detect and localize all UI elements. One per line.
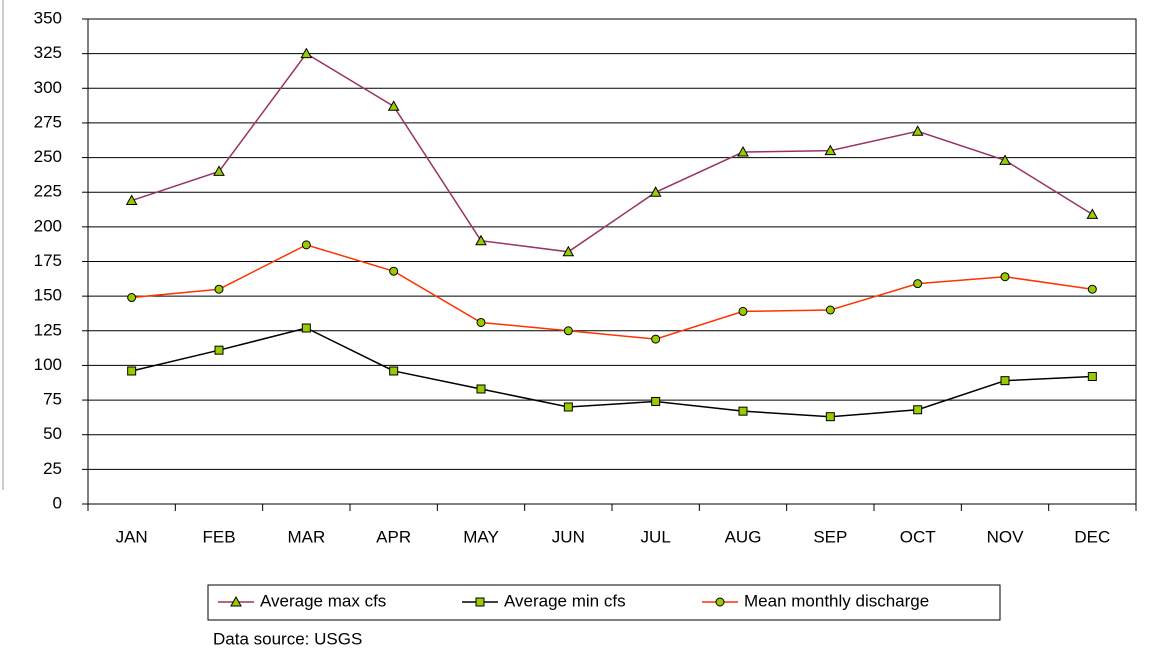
y-tick-label: 175 (34, 251, 62, 270)
marker (563, 326, 573, 336)
marker (913, 405, 923, 415)
marker (475, 597, 485, 607)
y-tick-label: 25 (43, 459, 62, 478)
marker (389, 266, 399, 276)
x-tick-label: JUL (641, 527, 671, 546)
marker (127, 293, 137, 303)
legend-box (207, 584, 1001, 621)
marker (913, 279, 923, 289)
y-tick-label: 150 (34, 286, 62, 305)
series-line (131, 327, 1093, 418)
marker (214, 345, 224, 355)
marker (300, 47, 313, 59)
marker (476, 317, 486, 327)
y-tick-label: 325 (34, 43, 62, 62)
x-tick-label: FEB (202, 527, 235, 546)
marker (738, 306, 748, 316)
marker (825, 412, 835, 422)
x-tick-label: DEC (1074, 527, 1110, 546)
x-tick-label: MAY (463, 527, 499, 546)
x-tick-label: APR (376, 527, 411, 546)
marker (125, 194, 138, 206)
marker (475, 234, 487, 246)
marker (214, 284, 224, 294)
marker (127, 366, 137, 376)
marker (301, 323, 311, 333)
x-tick-label: MAR (287, 527, 325, 546)
y-tick-label: 0 (53, 493, 62, 512)
marker (651, 334, 661, 344)
x-tick-label: JAN (116, 527, 148, 546)
marker (387, 100, 400, 111)
x-tick-label: JUN (552, 527, 585, 546)
y-tick-label: 350 (34, 8, 62, 27)
y-tick-label: 300 (34, 78, 62, 97)
marker (649, 186, 662, 197)
y-tick-label: 200 (34, 216, 62, 235)
marker (999, 154, 1011, 165)
source-note: Data source: USGS (213, 629, 362, 648)
x-tick-label: NOV (987, 527, 1025, 546)
marker (911, 125, 924, 136)
series-line (131, 52, 1093, 253)
y-tick-label: 100 (34, 355, 62, 374)
y-tick-label: 275 (34, 112, 62, 131)
marker (1000, 376, 1010, 386)
marker (824, 144, 837, 156)
legend-label: Average max cfs (260, 591, 386, 610)
marker (737, 145, 749, 157)
marker (1086, 208, 1099, 219)
legend-label: Mean monthly discharge (744, 591, 929, 610)
y-tick-label: 50 (43, 424, 62, 443)
marker (1000, 272, 1010, 282)
series-line (131, 244, 1093, 340)
legend-label: Average min cfs (504, 591, 626, 610)
y-tick-label: 125 (34, 320, 62, 339)
y-tick-label: 250 (34, 147, 62, 166)
y-tick-label: 225 (34, 182, 62, 201)
y-tick-label: 75 (43, 390, 62, 409)
x-tick-label: AUG (725, 527, 762, 546)
marker (825, 305, 835, 315)
marker (213, 165, 225, 176)
marker (562, 245, 575, 257)
x-tick-label: OCT (900, 527, 936, 546)
marker (389, 366, 399, 376)
marker (563, 402, 573, 412)
marker (230, 595, 242, 607)
marker (738, 406, 748, 416)
marker (1087, 372, 1097, 382)
legend: Average max cfs Average min cfs Mean month… (207, 584, 1001, 621)
marker (301, 240, 311, 250)
marker (651, 396, 661, 406)
marker (1087, 284, 1097, 294)
x-tick-label: SEP (813, 527, 847, 546)
marker (476, 384, 486, 394)
marker (715, 597, 725, 607)
